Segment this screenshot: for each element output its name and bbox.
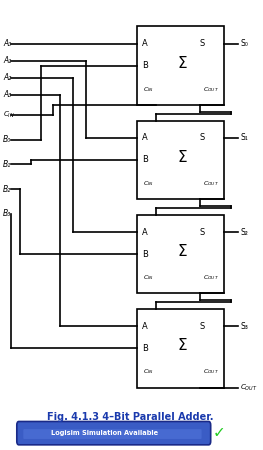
Text: B: B — [142, 155, 148, 164]
Text: B: B — [142, 250, 148, 259]
Text: B₁: B₁ — [3, 160, 12, 169]
Text: $C_{OUT}$: $C_{OUT}$ — [203, 368, 219, 376]
Text: ✓: ✓ — [213, 425, 225, 440]
Text: S₁: S₁ — [240, 134, 248, 143]
Text: A: A — [142, 134, 148, 143]
Text: $\Sigma$: $\Sigma$ — [177, 149, 188, 165]
Text: Fig. 4.1.3 4–Bit Parallel Adder.: Fig. 4.1.3 4–Bit Parallel Adder. — [47, 412, 214, 422]
Text: $C_{IN}$: $C_{IN}$ — [3, 110, 15, 120]
Text: $\Sigma$: $\Sigma$ — [177, 337, 188, 353]
Text: S: S — [200, 322, 205, 331]
Text: S: S — [200, 134, 205, 143]
Text: S: S — [200, 228, 205, 237]
Text: A: A — [142, 322, 148, 331]
Bar — [137, 27, 224, 105]
Text: A: A — [142, 228, 148, 237]
Text: S₃: S₃ — [240, 322, 248, 331]
FancyBboxPatch shape — [23, 429, 201, 439]
Text: $C_{IN}$: $C_{IN}$ — [143, 273, 154, 282]
Text: $C_{IN}$: $C_{IN}$ — [143, 179, 154, 188]
Text: $C_{OUT}$: $C_{OUT}$ — [240, 382, 258, 393]
Text: A: A — [142, 39, 148, 48]
Text: $C_{IN}$: $C_{IN}$ — [143, 85, 154, 94]
Text: A₂: A₂ — [3, 73, 12, 82]
FancyBboxPatch shape — [17, 422, 211, 445]
Text: S: S — [200, 39, 205, 48]
Text: $C_{IN}$: $C_{IN}$ — [143, 368, 154, 376]
Text: S₂: S₂ — [240, 228, 248, 237]
Text: B₃: B₃ — [3, 209, 12, 218]
Bar — [137, 215, 224, 293]
Text: $C_{OUT}$: $C_{OUT}$ — [203, 273, 219, 282]
Text: $\Sigma$: $\Sigma$ — [177, 54, 188, 71]
Text: $\Sigma$: $\Sigma$ — [177, 243, 188, 259]
Text: B₀: B₀ — [3, 135, 12, 144]
Text: B₂: B₂ — [3, 184, 12, 194]
Text: Logisim Simulation Available: Logisim Simulation Available — [51, 430, 158, 436]
Text: S₀: S₀ — [240, 39, 248, 48]
Bar — [137, 309, 224, 387]
Text: B: B — [142, 344, 148, 353]
Text: A₁: A₁ — [3, 56, 12, 65]
Text: B: B — [142, 61, 148, 70]
Text: A₀: A₀ — [3, 39, 12, 48]
Text: $C_{OUT}$: $C_{OUT}$ — [203, 179, 219, 188]
Text: $C_{OUT}$: $C_{OUT}$ — [203, 85, 219, 94]
Text: A₃: A₃ — [3, 90, 12, 99]
Bar — [137, 121, 224, 199]
